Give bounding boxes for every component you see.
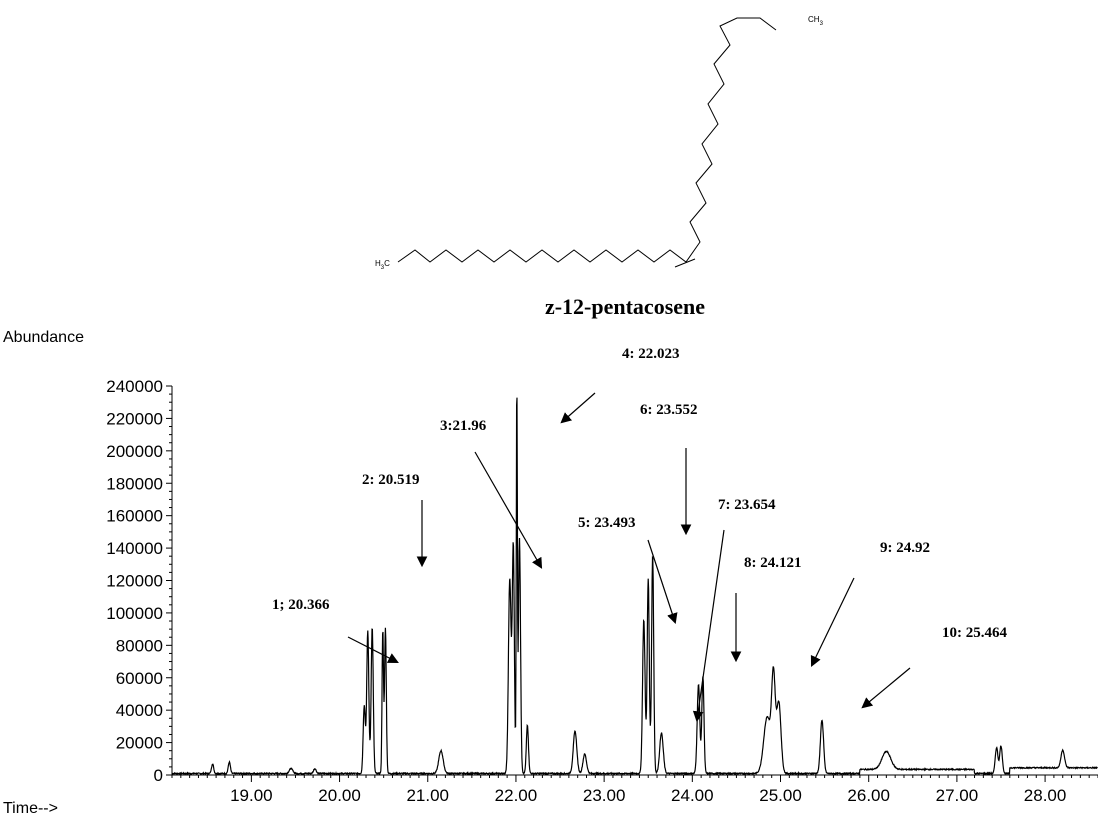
y-tick-label: 240000 (106, 377, 163, 396)
molecule-left-label: H3C (375, 259, 390, 271)
annotation-1-arrow (347, 636, 399, 663)
molecule-chain (397, 17, 777, 263)
x-tick-label: 20.00 (318, 786, 361, 805)
x-tick-label: 27.00 (936, 786, 979, 805)
y-tick-label: 80000 (116, 636, 163, 655)
x-tick-label: 25.00 (759, 786, 802, 805)
annotation-10-label: 10: 25.464 (942, 625, 1007, 641)
annotation-9-label: 9: 24.92 (880, 540, 930, 556)
y-axis-ticks: 0 20000 40000 60000 80000 100000 120000 140000 1… (106, 377, 172, 785)
y-tick-label: 120000 (106, 572, 163, 591)
annotation-6-label: 6: 23.552 (640, 402, 698, 418)
annotation-1-label: 1; 20.366 (272, 597, 330, 613)
annotation-10-arrow (861, 667, 911, 709)
molecule-name: z-12-pentacosene (545, 294, 705, 319)
annotation-7-arrow (692, 529, 725, 723)
peak-annotations: 1; 20.366 2: 20.519 3:21.96 4: 22.023 5:… (272, 346, 1007, 723)
annotation-7-label: 7: 23.654 (718, 497, 776, 513)
y-tick-label: 0 (154, 766, 163, 785)
annotation-3-arrow (474, 451, 543, 569)
y-tick-label: 200000 (106, 442, 163, 461)
x-tick-label: 24.00 (671, 786, 714, 805)
chromatogram-trace (171, 397, 1098, 776)
x-tick-label: 21.00 (406, 786, 449, 805)
y-tick-label: 40000 (116, 701, 163, 720)
y-tick-label: 60000 (116, 669, 163, 688)
annotation-5-label: 5: 23.493 (578, 515, 636, 531)
annotation-3-label: 3:21.96 (440, 418, 487, 434)
x-tick-label: 23.00 (583, 786, 626, 805)
x-axis-label: Time--> (3, 800, 58, 817)
x-tick-label: 22.00 (495, 786, 538, 805)
y-tick-label: 100000 (106, 604, 163, 623)
molecule-structure: H3C CH3 (375, 15, 824, 271)
y-tick-label: 220000 (106, 409, 163, 428)
annotation-4-arrow (560, 392, 596, 424)
annotation-4-label: 4: 22.023 (622, 346, 680, 362)
y-tick-label: 140000 (106, 539, 163, 558)
annotation-5-arrow (647, 539, 678, 625)
molecule-right-label: CH3 (808, 15, 824, 27)
annotation-9-arrow (810, 577, 855, 667)
y-tick-label: 20000 (116, 734, 163, 753)
annotation-2-label: 2: 20.519 (362, 472, 420, 488)
y-tick-label: 160000 (106, 507, 163, 526)
x-axis-ticks: 19.00 20.00 21.00 22.00 23.00 24.00 25.00 26.00… (171, 775, 1098, 805)
annotation-8-label: 8: 24.121 (744, 555, 802, 571)
molecule-double-bond (674, 258, 696, 268)
y-tick-label: 180000 (106, 474, 163, 493)
chart-axes (171, 386, 1098, 776)
x-tick-label: 19.00 (230, 786, 273, 805)
x-tick-label: 28.00 (1024, 786, 1067, 805)
y-axis-label: Abundance (3, 329, 84, 346)
x-tick-label: 26.00 (847, 786, 890, 805)
